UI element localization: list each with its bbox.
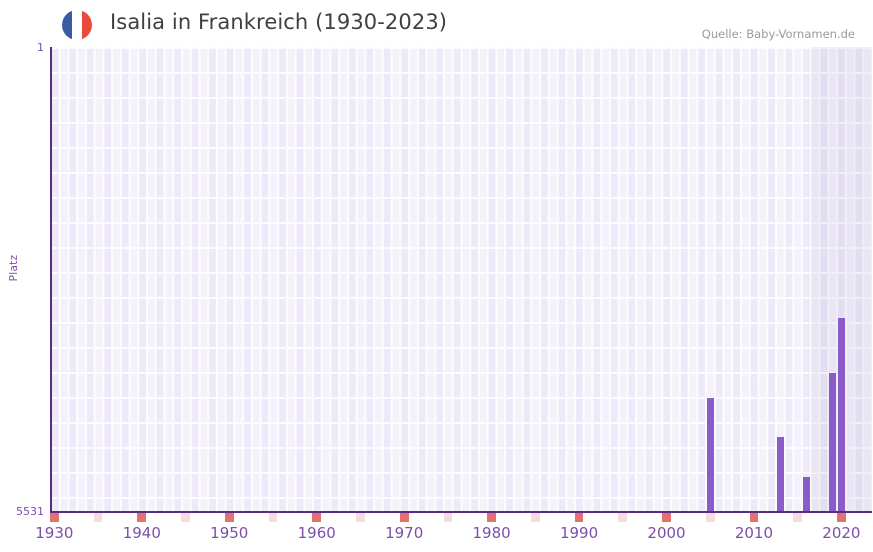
x-axis-marker <box>268 513 278 522</box>
y-axis-title: Platz <box>8 254 20 282</box>
x-axis-marker <box>181 513 190 522</box>
x-axis-marker <box>224 513 234 522</box>
x-axis-tick-label: 1960 <box>297 524 336 542</box>
x-axis-tick-label: 1990 <box>559 524 599 542</box>
bar <box>802 476 810 512</box>
flag-band-white <box>71 10 82 40</box>
grid-lines <box>50 47 872 512</box>
x-axis-tick-label: 2010 <box>734 524 774 542</box>
x-axis-marker <box>399 513 409 522</box>
x-axis-tick-label: 2020 <box>822 524 861 542</box>
x-axis-marker <box>662 513 671 522</box>
chart-source-label: Quelle: Baby-Vornamen.de <box>701 27 855 41</box>
bar <box>837 317 845 512</box>
chart-header: Isalia in Frankreich (1930-2023) Quelle:… <box>0 0 873 44</box>
x-axis-tick-label: 1970 <box>385 524 424 542</box>
x-axis-marker <box>93 513 103 522</box>
bar <box>829 373 837 512</box>
y-axis-bottom-label: 5531 <box>16 505 44 518</box>
x-axis-tick-label: 1980 <box>472 524 511 542</box>
x-axis-marker <box>837 513 846 522</box>
france-flag-circle-icon <box>62 10 92 40</box>
x-axis-marker <box>50 513 59 522</box>
x-axis-marker <box>530 513 540 522</box>
bar <box>706 398 714 512</box>
x-axis-marker <box>312 513 322 522</box>
flag-band-red <box>81 10 92 40</box>
x-axis-tick-label: 1940 <box>122 524 161 542</box>
bar-series <box>50 47 872 512</box>
x-axis-marker <box>137 513 147 522</box>
x-axis-marker <box>443 513 453 522</box>
x-axis-tick-label: 1950 <box>210 524 249 542</box>
x-axis-marker <box>749 513 759 522</box>
chart-title: Isalia in Frankreich (1930-2023) <box>110 10 448 34</box>
x-axis-markers <box>50 513 872 522</box>
x-axis-marker <box>705 513 715 522</box>
x-axis-marker <box>356 513 365 522</box>
bar <box>776 437 784 512</box>
x-axis-marker <box>618 513 628 522</box>
y-axis-line <box>50 47 52 513</box>
x-axis-marker <box>574 513 584 522</box>
x-axis-marker <box>793 513 803 522</box>
flag-band-blue <box>62 10 72 40</box>
plot-area <box>50 47 872 512</box>
x-axis-marker <box>487 513 496 522</box>
x-axis-tick-label: 2000 <box>647 524 686 542</box>
x-axis-tick-label: 1930 <box>35 524 74 542</box>
x-axis-line <box>50 511 872 513</box>
y-axis-top-label: 1 <box>37 41 44 54</box>
